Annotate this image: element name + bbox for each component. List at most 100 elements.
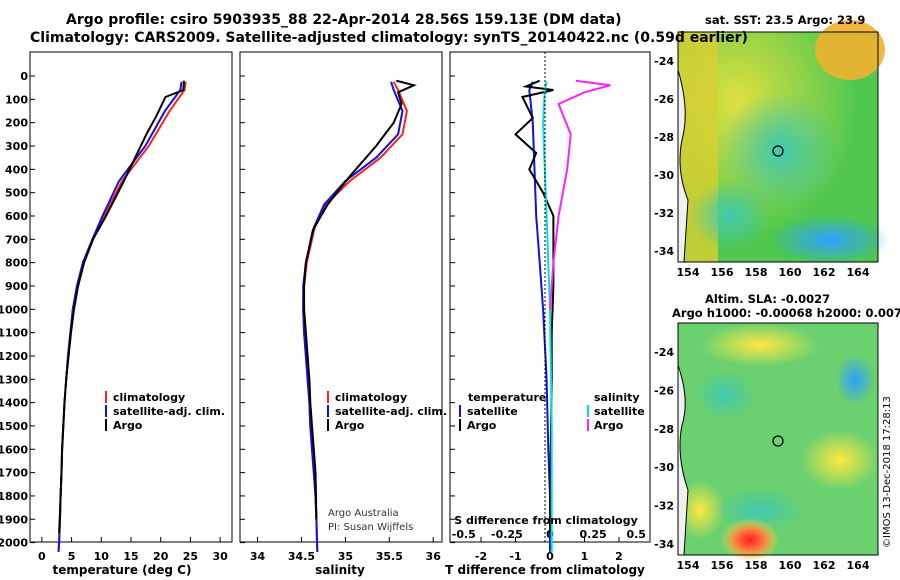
legend-label-t-argo: Argo [467, 419, 497, 432]
legend-label-satellite: satellite-adj. clim. [335, 405, 447, 418]
map-lat-tick-label: -28 [654, 131, 674, 144]
figure-title-line-1: Argo profile: csiro 5903935_88 22-Apr-20… [66, 12, 622, 28]
y-tick-label: 1100 [0, 327, 28, 340]
salinity-x-tick-label: 34.5 [288, 550, 315, 563]
y-tick-label: 1300 [0, 373, 28, 386]
map-lon-tick-label: 158 [745, 266, 768, 279]
temperature-series-climatology [57, 81, 187, 552]
y-tick-label: 1800 [0, 490, 28, 503]
y-tick-label: 600 [5, 210, 28, 223]
temperature-x-tick-label: 20 [153, 550, 169, 563]
temperature-xlabel: temperature (deg C) [53, 563, 192, 577]
map-lon-tick-label: 154 [677, 559, 700, 572]
sla-map [675, 322, 880, 562]
difference-x-tick-label: 1 [581, 550, 589, 563]
map-lon-tick-label: 154 [677, 266, 700, 279]
map-lat-tick-label: -24 [654, 346, 674, 359]
map-lat-tick-label: -30 [654, 461, 674, 474]
legend-label-argo: Argo [335, 419, 365, 432]
legend-label-argo: Argo [113, 419, 143, 432]
y-tick-label: 1900 [0, 513, 28, 526]
difference-series-salinity-argo [549, 79, 611, 310]
map-lat-tick-label: -26 [654, 93, 674, 106]
map-lon-tick-label: 164 [847, 559, 870, 572]
temperature-x-tick-label: 30 [212, 550, 228, 563]
temperature-series-argo [58, 80, 185, 534]
temperature-x-tick-label: 25 [183, 550, 198, 563]
s-diff-tick-label: -0.25 [491, 528, 523, 541]
y-tick-label: 800 [5, 257, 28, 270]
difference-series-temperature-argo [514, 79, 555, 534]
salinity-x-tick-label: 34 [250, 550, 266, 563]
sst-map [677, 20, 890, 265]
salinity-legend: climatology satellite-adj. clim. Argo [327, 391, 447, 432]
map-lon-tick-label: 164 [847, 266, 870, 279]
map-lat-tick-label: -30 [654, 169, 674, 182]
temperature-series-satellite-adj-clim- [57, 81, 183, 552]
map-lon-tick-label: 160 [779, 559, 802, 572]
y-tick-label: 100 [5, 93, 28, 106]
temperature-legend: climatology satellite-adj. clim. Argo [105, 391, 225, 432]
map-lon-tick-label: 158 [745, 559, 768, 572]
y-tick-label: 1600 [0, 443, 28, 456]
sst-map-title: sat. SST: 23.5 Argo: 23.9 [705, 13, 866, 27]
map-lat-tick-label: -32 [654, 500, 674, 513]
map-lat-tick-label: -32 [654, 207, 674, 220]
sla-map-title-1: Altim. SLA: -0.0027 [705, 292, 831, 306]
s-difference-label: S difference from climatology [454, 514, 638, 527]
copyright-stamp: ©IMOS 13-Dec-2018 17:28:13 [882, 396, 893, 548]
map-lon-tick-label: 156 [711, 559, 734, 572]
y-tick-label: 1000 [0, 303, 28, 316]
y-tick-label: 900 [5, 280, 28, 293]
credit-line-2: PI: Susan Wijffels [328, 522, 413, 533]
map-lat-tick-label: -34 [654, 538, 674, 551]
y-tick-label: 0 [20, 70, 28, 83]
y-tick-label: 700 [5, 233, 28, 246]
legend-head-salinity: salinity [594, 391, 640, 404]
s-diff-tick-label: 0.5 [626, 528, 646, 541]
y-tick-label: 1400 [0, 397, 28, 410]
temperature-x-tick-label: 15 [123, 550, 138, 563]
map-lat-tick-label: -34 [654, 245, 674, 258]
legend-label-climatology: climatology [335, 391, 407, 404]
sla-map-title-2: Argo h1000: -0.00068 h2000: 0.0077 [672, 306, 900, 320]
salinity-series-satellite-adj-clim- [302, 81, 404, 552]
s-diff-tick-label: -0.5 [452, 528, 476, 541]
map-lon-tick-label: 160 [779, 266, 802, 279]
y-tick-label: 200 [5, 117, 28, 130]
salinity-x-tick-label: 35 [338, 550, 353, 563]
temperature-x-tick-label: 0 [38, 550, 46, 563]
salinity-x-tick-label: 36 [426, 550, 442, 563]
s-diff-tick-label: 0.25 [580, 528, 607, 541]
map-lat-tick-label: -24 [654, 55, 674, 68]
legend-label-s-satellite: satellite [594, 405, 645, 418]
y-tick-label: 1200 [0, 350, 28, 363]
y-tick-label: 300 [5, 140, 28, 153]
y-tick-label: 1500 [0, 420, 28, 433]
legend-head-temperature: temperature [468, 391, 546, 404]
difference-x-tick-label: -1 [509, 550, 521, 563]
y-tick-label: 1700 [0, 467, 28, 480]
y-tick-label: 500 [5, 187, 28, 200]
salinity-series-argo [303, 79, 417, 520]
map-lat-tick-label: -28 [654, 423, 674, 436]
y-tick-label: 400 [5, 163, 28, 176]
figure-title-line-2: Climatology: CARS2009. Satellite-adjuste… [30, 30, 748, 46]
y-tick-label: 2000 [0, 537, 28, 550]
difference-series-temperature-satellite [528, 81, 551, 552]
temperature-x-tick-label: 5 [68, 550, 76, 563]
map-lat-tick-label: -26 [654, 384, 674, 397]
credit-line-1: Argo Australia [328, 508, 399, 519]
difference-series-salinity-satellite [542, 81, 553, 552]
salinity-series-climatology [302, 81, 408, 552]
difference-x-tick-label: 2 [615, 550, 623, 563]
difference-x-tick-label: 0 [546, 550, 554, 563]
map-lon-tick-label: 162 [813, 266, 836, 279]
salinity-xlabel: salinity [315, 563, 365, 577]
map-lon-tick-label: 156 [711, 266, 734, 279]
legend-label-t-satellite: satellite [467, 405, 518, 418]
difference-xlabel: T difference from climatology [445, 563, 645, 577]
difference-legend: temperature satellite Argo salinity sate… [459, 391, 645, 432]
map-lon-tick-label: 162 [813, 559, 836, 572]
